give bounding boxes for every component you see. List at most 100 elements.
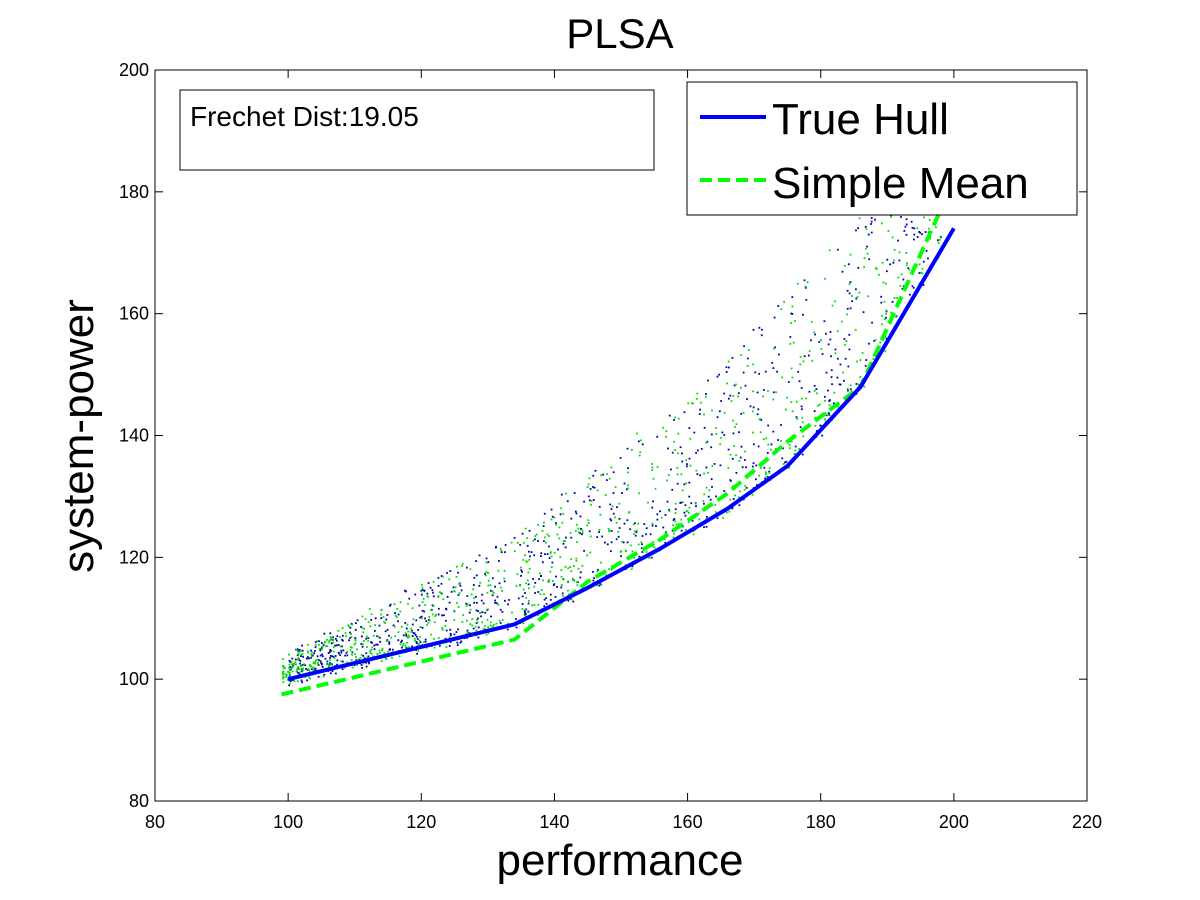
scatter-point-blue — [735, 471, 738, 474]
scatter-point-green — [635, 529, 638, 532]
scatter-point-green — [308, 676, 311, 679]
x-tick-label: 200 — [939, 812, 969, 832]
scatter-point-green — [921, 267, 924, 270]
scatter-point-blue — [662, 526, 665, 529]
scatter-point-green — [920, 271, 923, 274]
scatter-point-green — [565, 492, 567, 495]
scatter-point-green — [503, 569, 506, 572]
scatter-point-green — [380, 613, 382, 616]
scatter-point-green — [285, 676, 288, 678]
scatter-point-green — [843, 264, 846, 267]
scatter-point-blue — [459, 641, 462, 644]
scatter-point-green — [420, 617, 423, 620]
scatter-point-blue — [598, 505, 601, 508]
scatter-point-blue — [388, 634, 390, 637]
scatter-point-green — [407, 630, 410, 633]
scatter-point-green — [351, 646, 353, 649]
scatter-point-green — [751, 493, 754, 496]
scatter-point-blue — [297, 671, 299, 674]
scatter-point-green — [363, 627, 366, 630]
scatter-point-green — [667, 474, 670, 476]
scatter-point-blue — [474, 595, 477, 598]
scatter-point-green — [751, 410, 754, 413]
scatter-point-blue — [543, 512, 546, 515]
x-tick-label: 180 — [806, 812, 836, 832]
scatter-point-blue — [825, 371, 828, 374]
scatter-point-blue — [831, 383, 833, 386]
scatter-point-blue — [367, 661, 370, 664]
scatter-point-green — [356, 664, 358, 666]
scatter-point-green — [567, 567, 570, 570]
scatter-point-blue — [466, 595, 469, 598]
scatter-point-green — [687, 521, 690, 524]
scatter-point-green — [346, 661, 348, 664]
scatter-point-green — [485, 561, 488, 564]
scatter-point-blue — [530, 551, 533, 553]
scatter-point-green — [562, 577, 564, 580]
scatter-point-green — [703, 472, 705, 475]
scatter-point-green — [808, 350, 811, 352]
scatter-point-green — [899, 284, 902, 287]
scatter-point-green — [288, 683, 291, 685]
scatter-point-blue — [707, 495, 710, 498]
scatter-point-green — [714, 503, 717, 506]
scatter-point-green — [537, 523, 540, 526]
scatter-point-blue — [331, 670, 334, 673]
scatter-point-green — [624, 564, 627, 566]
scatter-point-blue — [452, 586, 455, 589]
scatter-point-green — [461, 565, 463, 567]
scatter-point-blue — [836, 376, 839, 379]
scatter-point-green — [790, 367, 793, 370]
scatter-point-green — [608, 568, 610, 571]
scatter-point-green — [905, 264, 908, 267]
scatter-point-green — [727, 467, 730, 469]
scatter-point-green — [314, 659, 317, 662]
scatter-point-green — [393, 603, 396, 606]
scatter-point-blue — [612, 471, 615, 474]
scatter-point-green — [359, 657, 362, 659]
scatter-point-green — [752, 363, 755, 366]
scatter-point-blue — [537, 540, 539, 542]
scatter-point-green — [692, 533, 695, 536]
scatter-point-blue — [411, 629, 413, 632]
scatter-point-green — [676, 473, 679, 476]
scatter-point-blue — [310, 649, 312, 652]
scatter-point-green — [339, 636, 341, 639]
scatter-point-blue — [378, 624, 381, 627]
scatter-point-blue — [721, 431, 724, 434]
scatter-point-blue — [319, 654, 322, 657]
scatter-point-blue — [592, 486, 594, 488]
scatter-point-green — [331, 636, 334, 639]
scatter-point-blue — [520, 569, 523, 572]
scatter-point-blue — [484, 572, 486, 575]
scatter-point-green — [672, 524, 675, 527]
scatter-point-green — [484, 574, 487, 577]
scatter-point-blue — [772, 367, 775, 369]
scatter-point-green — [524, 527, 527, 530]
scatter-point-green — [733, 426, 736, 428]
scatter-point-blue — [515, 626, 518, 629]
scatter-point-blue — [314, 641, 317, 644]
scatter-point-green — [550, 555, 553, 558]
scatter-point-blue — [392, 624, 395, 627]
scatter-point-blue — [808, 390, 811, 393]
scatter-point-blue — [818, 341, 821, 343]
scatter-point-green — [660, 516, 663, 519]
scatter-point-green — [414, 639, 416, 642]
scatter-point-green — [520, 566, 522, 569]
scatter-point-blue — [727, 448, 730, 451]
scatter-point-blue — [618, 517, 621, 520]
scatter-point-green — [586, 554, 589, 557]
scatter-point-blue — [902, 278, 905, 281]
scatter-point-green — [310, 653, 313, 656]
scatter-point-green — [908, 268, 911, 271]
scatter-point-blue — [532, 578, 535, 580]
scatter-point-green — [849, 253, 852, 256]
scatter-point-blue — [700, 447, 703, 450]
scatter-point-blue — [743, 459, 746, 461]
scatter-point-green — [620, 550, 623, 553]
scatter-point-green — [705, 486, 708, 489]
scatter-point-blue — [545, 597, 548, 600]
scatter-point-blue — [296, 648, 299, 651]
scatter-point-green — [567, 589, 569, 592]
